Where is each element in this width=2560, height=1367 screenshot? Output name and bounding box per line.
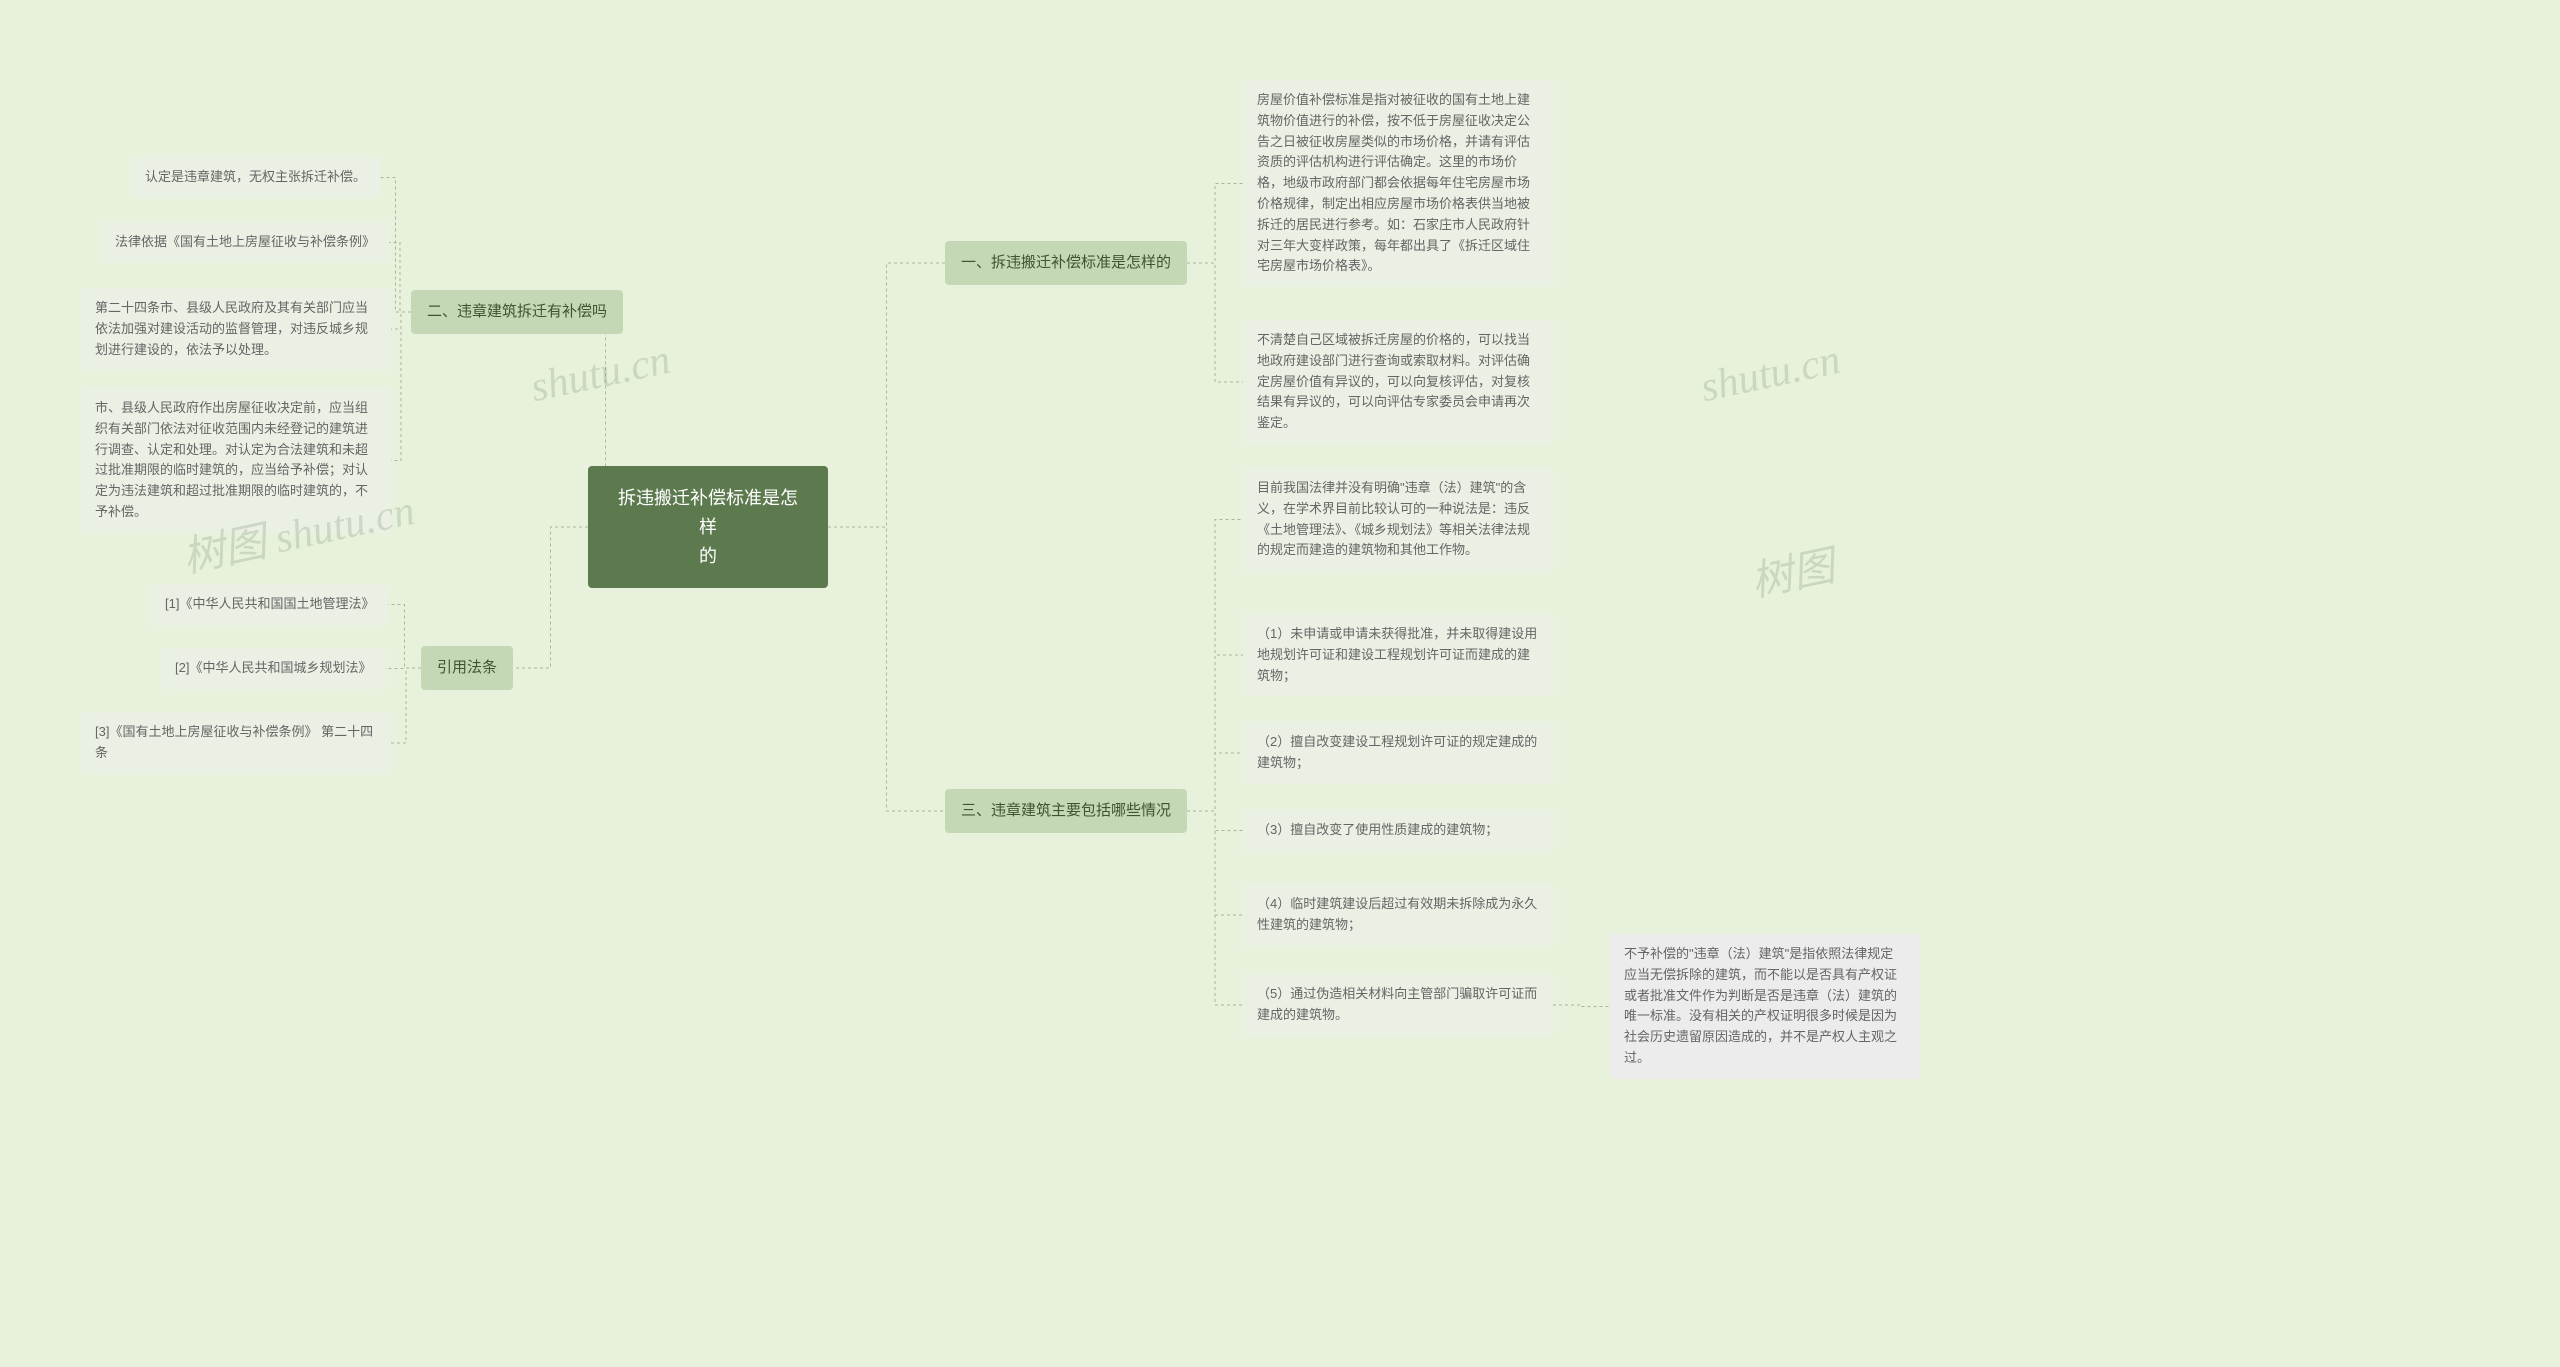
leaf-b4-3-text: [3]《国有土地上房屋征收与补偿条例》 第二十四条 <box>95 724 373 760</box>
leaf-b3-1[interactable]: 目前我国法律并没有明确"违章（法）建筑"的含义，在学术界目前比较认可的一种说法是… <box>1243 468 1553 571</box>
root-text-line2: 的 <box>699 546 717 566</box>
branch-2[interactable]: 二、违章建筑拆迁有补偿吗 <box>411 290 623 334</box>
leaf-b1-1[interactable]: 房屋价值补偿标准是指对被征收的国有土地上建筑物价值进行的补偿，按不低于房屋征收决… <box>1243 80 1553 287</box>
watermark: shutu.cn <box>1697 336 1845 412</box>
branch-1-label: 一、拆违搬迁补偿标准是怎样的 <box>961 254 1171 271</box>
watermark: shutu.cn <box>527 336 675 412</box>
leaf-b2-4-text: 市、县级人民政府作出房屋征收决定前，应当组织有关部门依法对征收范围内未经登记的建… <box>95 400 368 519</box>
leaf-b2-3-text: 第二十四条市、县级人民政府及其有关部门应当依法加强对建设活动的监督管理，对违反城… <box>95 300 368 357</box>
leaf-b3-6-text: （5）通过伪造相关材料向主管部门骗取许可证而建成的建筑物。 <box>1257 986 1537 1022</box>
leaf-b3-3-text: （2）擅自改变建设工程规划许可证的规定建成的建筑物； <box>1257 734 1537 770</box>
branch-4[interactable]: 引用法条 <box>421 646 513 690</box>
leaf-b4-2[interactable]: [2]《中华人民共和国城乡规划法》 <box>161 648 385 689</box>
leaf-b2-2-text: 法律依据《国有土地上房屋征收与补偿条例》 <box>115 234 375 249</box>
leaf-b3-6-1-text: 不予补偿的"违章（法）建筑"是指依照法律规定应当无偿拆除的建筑，而不能以是否具有… <box>1624 946 1897 1065</box>
root-node[interactable]: 拆违搬迁补偿标准是怎样 的 <box>588 466 828 588</box>
leaf-b3-2[interactable]: （1）未申请或申请未获得批准，并未取得建设用地规划许可证和建设工程规划许可证而建… <box>1243 614 1553 696</box>
branch-2-label: 二、违章建筑拆迁有补偿吗 <box>427 303 607 320</box>
branch-1[interactable]: 一、拆违搬迁补偿标准是怎样的 <box>945 241 1187 285</box>
leaf-b2-4[interactable]: 市、县级人民政府作出房屋征收决定前，应当组织有关部门依法对征收范围内未经登记的建… <box>81 388 391 533</box>
leaf-b4-1[interactable]: [1]《中华人民共和国国土地管理法》 <box>151 584 388 625</box>
root-text-line1: 拆违搬迁补偿标准是怎样 <box>618 488 798 537</box>
branch-3[interactable]: 三、违章建筑主要包括哪些情况 <box>945 789 1187 833</box>
leaf-b3-5[interactable]: （4）临时建筑建设后超过有效期未拆除成为永久性建筑的建筑物； <box>1243 884 1553 946</box>
leaf-b3-4[interactable]: （3）擅自改变了使用性质建成的建筑物； <box>1243 810 1553 851</box>
leaf-b3-3[interactable]: （2）擅自改变建设工程规划许可证的规定建成的建筑物； <box>1243 722 1553 784</box>
leaf-b1-1-text: 房屋价值补偿标准是指对被征收的国有土地上建筑物价值进行的补偿，按不低于房屋征收决… <box>1257 92 1530 273</box>
leaf-b3-2-text: （1）未申请或申请未获得批准，并未取得建设用地规划许可证和建设工程规划许可证而建… <box>1257 626 1537 683</box>
leaf-b3-6[interactable]: （5）通过伪造相关材料向主管部门骗取许可证而建成的建筑物。 <box>1243 974 1553 1036</box>
leaf-b2-1[interactable]: 认定是违章建筑，无权主张拆迁补偿。 <box>131 157 380 198</box>
leaf-b3-4-text: （3）擅自改变了使用性质建成的建筑物； <box>1257 822 1498 837</box>
leaf-b4-3[interactable]: [3]《国有土地上房屋征收与补偿条例》 第二十四条 <box>81 712 391 774</box>
leaf-b3-1-text: 目前我国法律并没有明确"违章（法）建筑"的含义，在学术界目前比较认可的一种说法是… <box>1257 480 1530 557</box>
leaf-b1-2-text: 不清楚自己区域被拆迁房屋的价格的，可以找当地政府建设部门进行查询或索取材料。对评… <box>1257 332 1530 430</box>
branch-3-label: 三、违章建筑主要包括哪些情况 <box>961 802 1171 819</box>
leaf-b3-6-1[interactable]: 不予补偿的"违章（法）建筑"是指依照法律规定应当无偿拆除的建筑，而不能以是否具有… <box>1610 934 1920 1079</box>
watermark: 树图 <box>1745 532 1840 609</box>
leaf-b2-1-text: 认定是违章建筑，无权主张拆迁补偿。 <box>145 169 366 184</box>
leaf-b4-2-text: [2]《中华人民共和国城乡规划法》 <box>175 660 371 675</box>
leaf-b1-2[interactable]: 不清楚自己区域被拆迁房屋的价格的，可以找当地政府建设部门进行查询或索取材料。对评… <box>1243 320 1553 444</box>
leaf-b3-5-text: （4）临时建筑建设后超过有效期未拆除成为永久性建筑的建筑物； <box>1257 896 1537 932</box>
branch-4-label: 引用法条 <box>437 659 497 676</box>
leaf-b2-3[interactable]: 第二十四条市、县级人民政府及其有关部门应当依法加强对建设活动的监督管理，对违反城… <box>81 288 391 370</box>
leaf-b2-2[interactable]: 法律依据《国有土地上房屋征收与补偿条例》 <box>101 222 389 263</box>
leaf-b4-1-text: [1]《中华人民共和国国土地管理法》 <box>165 596 374 611</box>
